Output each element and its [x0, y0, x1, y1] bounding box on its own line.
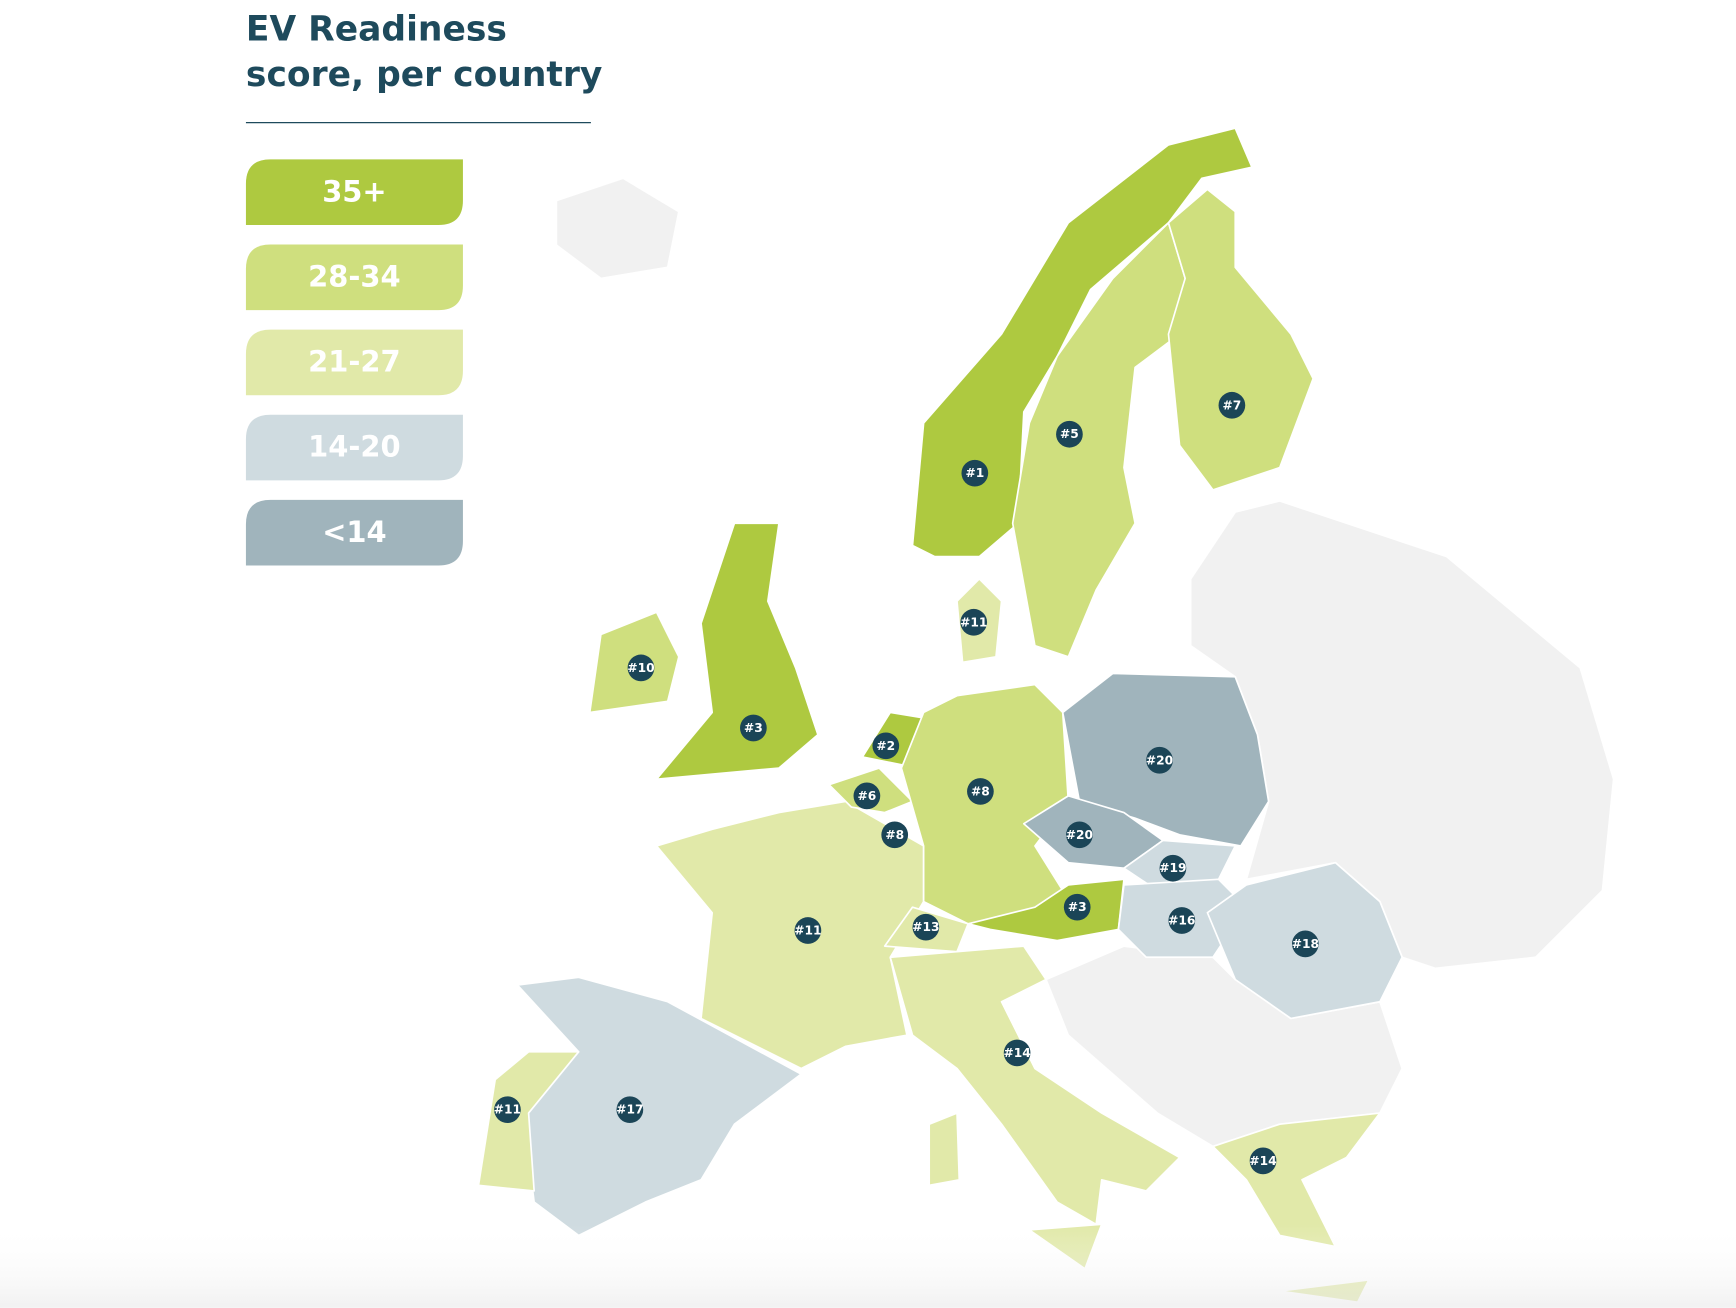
rank-marker — [1218, 391, 1246, 419]
title-line: score, per country — [246, 55, 602, 95]
norway — [911, 127, 1253, 558]
legend-label: <14 — [322, 515, 386, 549]
rank-label: #13 — [912, 920, 939, 934]
rank-label: #11 — [494, 1103, 521, 1117]
rank-label: #14 — [1249, 1154, 1276, 1168]
rank-marker — [961, 459, 989, 487]
rank-label: #1 — [965, 466, 984, 480]
rank-label: #20 — [1066, 828, 1093, 842]
rank-marker — [1249, 1147, 1277, 1175]
rank-marker — [616, 1096, 644, 1124]
countries — [477, 127, 1615, 1304]
rank-marker — [1063, 893, 1091, 921]
rank-marker — [967, 778, 994, 805]
rank-marker — [494, 1096, 521, 1124]
rank-label: #6 — [858, 789, 877, 803]
legend-swatch — [245, 244, 463, 311]
rank-label: #2 — [876, 739, 895, 753]
rank-label: #10 — [627, 661, 654, 675]
united-kingdom — [655, 522, 819, 781]
italy — [889, 945, 1181, 1226]
rank-marker — [1291, 930, 1319, 958]
germany — [900, 683, 1070, 925]
rank-marker — [1146, 746, 1173, 774]
greece — [1212, 1112, 1381, 1248]
rank-marker — [627, 654, 655, 682]
title-line: EV Readiness — [246, 9, 507, 49]
rank-label: #20 — [1146, 753, 1173, 767]
rank-marker — [1056, 420, 1083, 448]
rank-marker — [740, 714, 767, 742]
bottom-fade — [0, 1224, 1736, 1308]
rank-label: #11 — [960, 615, 987, 629]
legend-swatch — [245, 414, 463, 481]
markers: #1 #5 #7 #11 #10 #3 #2 #8 #20 #6 #8 #20 #19 #3 #13 #16 #… — [494, 391, 1319, 1175]
rank-marker — [960, 608, 988, 636]
legend-label: 14-20 — [308, 430, 401, 464]
legend-label: 35+ — [322, 174, 386, 208]
rank-marker — [794, 917, 822, 944]
legend: 35+ 28-34 21-27 14-20 <14 — [245, 159, 463, 566]
rank-label: #7 — [1223, 398, 1242, 412]
rank-label: #3 — [744, 721, 763, 735]
rank-label: #18 — [1292, 937, 1319, 951]
finland — [1167, 188, 1314, 491]
rank-marker — [1159, 854, 1187, 882]
title-block: EV Readiness score, per country — [245, 9, 602, 124]
legend-swatch — [245, 499, 463, 566]
rank-marker — [1003, 1039, 1031, 1067]
rank-label: #19 — [1159, 861, 1186, 875]
rank-label: #8 — [971, 784, 990, 798]
rank-marker — [1066, 821, 1093, 849]
legend-label: 21-27 — [308, 345, 401, 379]
rank-label: #14 — [1003, 1046, 1030, 1060]
iceland — [555, 177, 680, 280]
rank-marker — [1168, 907, 1196, 934]
legend-swatch — [245, 159, 463, 226]
rank-label: #11 — [794, 924, 821, 938]
legend-label: 28-34 — [308, 259, 401, 293]
rank-label: #5 — [1060, 427, 1079, 441]
legend-swatch — [245, 329, 463, 396]
rank-label: #16 — [1168, 914, 1195, 928]
rank-marker — [872, 732, 900, 760]
sweden — [1011, 221, 1186, 658]
portugal — [477, 1050, 580, 1192]
rank-marker — [853, 782, 881, 810]
rank-label: #3 — [1068, 900, 1087, 914]
rank-label: #8 — [885, 828, 904, 842]
rank-marker — [912, 913, 940, 941]
rank-label: #17 — [616, 1103, 643, 1117]
rank-marker — [881, 821, 909, 849]
sardinia — [928, 1112, 961, 1187]
